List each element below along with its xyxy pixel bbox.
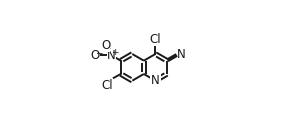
Text: Cl: Cl [101,79,112,92]
Text: N: N [107,49,116,62]
Text: N: N [151,74,160,87]
Text: O: O [90,49,99,62]
Text: O: O [101,39,110,52]
Text: −: − [95,48,102,57]
Text: Cl: Cl [149,33,161,46]
Text: +: + [111,48,119,57]
Text: N: N [177,48,186,61]
